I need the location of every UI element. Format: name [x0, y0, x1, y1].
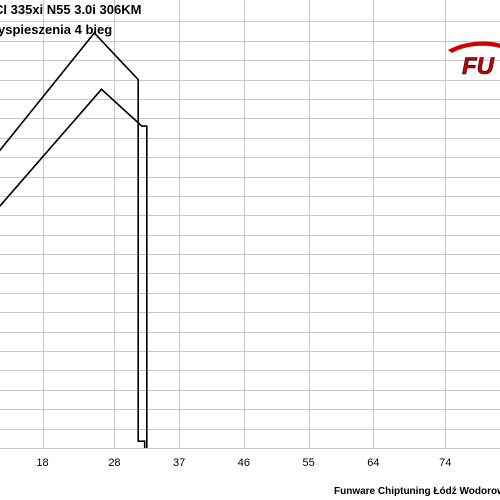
chart-title: CI 335xi N55 3.0i 306KM: [0, 2, 142, 17]
x-tick-label: 74: [439, 457, 451, 469]
x-tick-label: 18: [36, 457, 48, 469]
x-tick-label: 64: [367, 457, 379, 469]
x-tick-label: 28: [108, 457, 120, 469]
x-tick-label: 55: [303, 457, 315, 469]
series-line-1: [0, 31, 146, 448]
chart-subtitle: yspieszenia 4 bieg: [0, 22, 113, 37]
logo-swoosh: [448, 41, 500, 53]
x-tick-label: 46: [238, 457, 250, 469]
logo-text: FU: [462, 53, 495, 78]
x-tick-label: 37: [173, 457, 185, 469]
credit-text: Funware Chiptuning Łódź Wodorowan: [334, 486, 500, 497]
series-line-2: [0, 88, 148, 448]
brand-logo: FU: [448, 41, 500, 78]
